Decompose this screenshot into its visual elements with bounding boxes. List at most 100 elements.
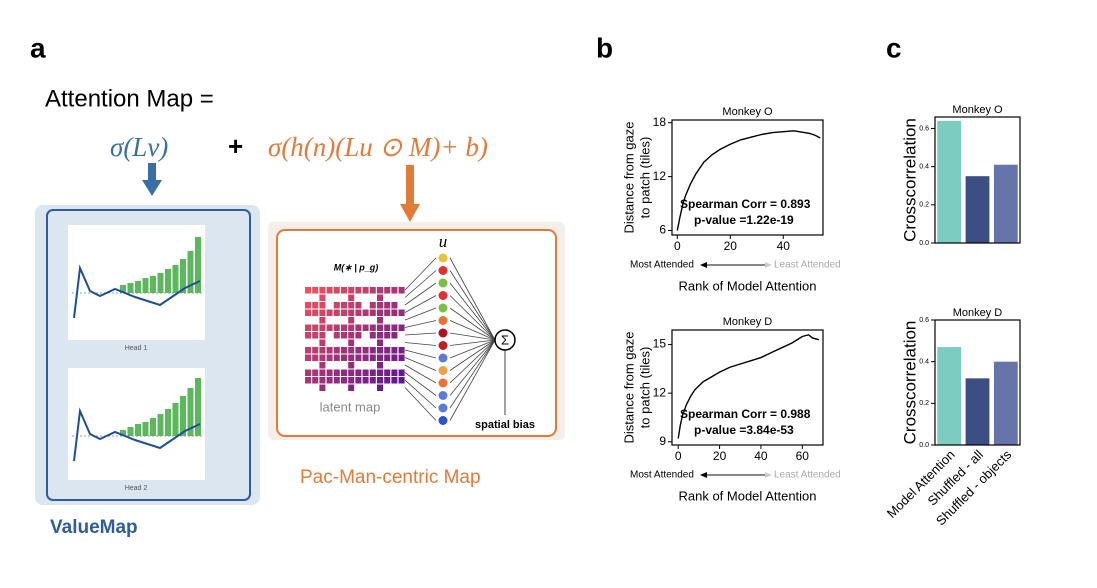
maze-cell bbox=[384, 309, 391, 316]
maze-cell bbox=[377, 294, 383, 301]
maze-cell bbox=[355, 302, 362, 309]
maze-cell bbox=[341, 347, 347, 354]
connector bbox=[404, 372, 437, 396]
x-tick-label: 40 bbox=[754, 449, 768, 463]
bias-label: spatial bias bbox=[475, 419, 535, 431]
arrow-label: Least Attended bbox=[774, 470, 841, 481]
icon bbox=[438, 353, 448, 363]
icon bbox=[438, 278, 448, 288]
icon-bar bbox=[187, 251, 194, 293]
arrow-label: Most Attended bbox=[630, 470, 694, 481]
maze-cell bbox=[398, 347, 405, 354]
maze-cell bbox=[341, 324, 347, 331]
icon-bar bbox=[172, 265, 179, 293]
arrow-head bbox=[700, 262, 707, 268]
connector bbox=[404, 364, 437, 384]
maze-cell bbox=[384, 377, 391, 384]
maze-cell bbox=[377, 354, 383, 361]
maze-cell bbox=[377, 332, 383, 339]
maze-cell bbox=[377, 369, 383, 376]
icon bbox=[438, 316, 448, 325]
y-tick-label: 12 bbox=[653, 385, 667, 399]
maze-cell bbox=[341, 287, 347, 294]
maze-cell bbox=[391, 324, 398, 331]
chart-title: Monkey D bbox=[953, 307, 1003, 319]
valuemap-label: ValueMap bbox=[50, 517, 138, 538]
y-tick-label: 0.0 bbox=[919, 442, 929, 449]
maze-cell bbox=[377, 287, 383, 294]
maze-cell bbox=[333, 369, 340, 376]
panel-label: b bbox=[596, 32, 613, 63]
maze-cell bbox=[312, 347, 319, 354]
maze-cell bbox=[391, 354, 398, 361]
maze-cell bbox=[319, 287, 326, 294]
annotation: Spearman Corr = 0.893 bbox=[680, 197, 811, 211]
maze-cell bbox=[348, 339, 355, 346]
bar bbox=[965, 378, 990, 445]
connector bbox=[404, 257, 437, 291]
u-label: u bbox=[439, 232, 448, 251]
maze-cell bbox=[362, 369, 369, 376]
connector bbox=[449, 339, 496, 421]
maze-cell bbox=[398, 369, 405, 376]
maze-cell bbox=[348, 324, 355, 331]
maze-cell bbox=[333, 324, 340, 331]
icon-bar bbox=[165, 409, 171, 436]
connector bbox=[449, 339, 496, 346]
maze-cell bbox=[312, 287, 319, 294]
maze-cell bbox=[362, 324, 369, 331]
maze-cell bbox=[377, 324, 383, 331]
maze-cell bbox=[305, 324, 311, 331]
maze-cell bbox=[305, 369, 311, 376]
maze-cell bbox=[369, 377, 376, 384]
maze-cell bbox=[348, 362, 355, 369]
maze-cell bbox=[319, 369, 326, 376]
connector bbox=[449, 270, 496, 341]
y-axis-label: to patch (tiles) bbox=[637, 347, 652, 429]
arrow-head bbox=[765, 262, 772, 268]
maze-cell bbox=[326, 347, 333, 354]
maze-cell bbox=[355, 377, 362, 384]
plot-frame bbox=[671, 329, 824, 446]
latent-label: latent map bbox=[320, 399, 381, 414]
maze-cell bbox=[362, 309, 369, 316]
maze-cell bbox=[326, 369, 333, 376]
blue-arrow bbox=[142, 163, 162, 196]
maze-cell bbox=[355, 332, 362, 339]
icon-bar bbox=[187, 388, 194, 436]
maze-cell bbox=[312, 309, 319, 316]
maze-cell bbox=[341, 332, 347, 339]
maze-cell bbox=[384, 302, 391, 309]
maze-cell bbox=[341, 354, 347, 361]
maze-cell bbox=[377, 362, 383, 369]
x-tick-label: 20 bbox=[713, 449, 727, 463]
plot-frame bbox=[671, 119, 824, 236]
maze-cell bbox=[326, 324, 333, 331]
maze-cell bbox=[348, 302, 355, 309]
maze-cell bbox=[391, 332, 398, 339]
connector bbox=[404, 357, 437, 371]
term2: σ(h(n)(Lu ⊙ M)+ b) bbox=[268, 132, 488, 162]
maze-cell bbox=[369, 302, 376, 309]
icon bbox=[438, 328, 448, 338]
maze-cell bbox=[305, 354, 311, 361]
maze-cell bbox=[377, 347, 383, 354]
panel-label: c bbox=[886, 32, 902, 63]
icon bbox=[438, 378, 448, 388]
connector bbox=[404, 282, 437, 306]
connector bbox=[404, 295, 437, 313]
maze-cell bbox=[377, 302, 383, 309]
maze-cell bbox=[312, 324, 319, 331]
maze-cell bbox=[326, 354, 333, 361]
maze-cell bbox=[362, 377, 369, 384]
maze-cell bbox=[305, 309, 311, 316]
maze-cell bbox=[355, 347, 362, 354]
maze-cell bbox=[305, 377, 311, 384]
connector bbox=[449, 282, 496, 341]
maze-cell bbox=[377, 384, 383, 391]
icon-bar bbox=[142, 278, 149, 293]
chart-title: Monkey D bbox=[723, 316, 773, 328]
maze-cell bbox=[305, 347, 311, 354]
connector bbox=[449, 339, 496, 384]
x-tick-label: 40 bbox=[777, 239, 791, 253]
